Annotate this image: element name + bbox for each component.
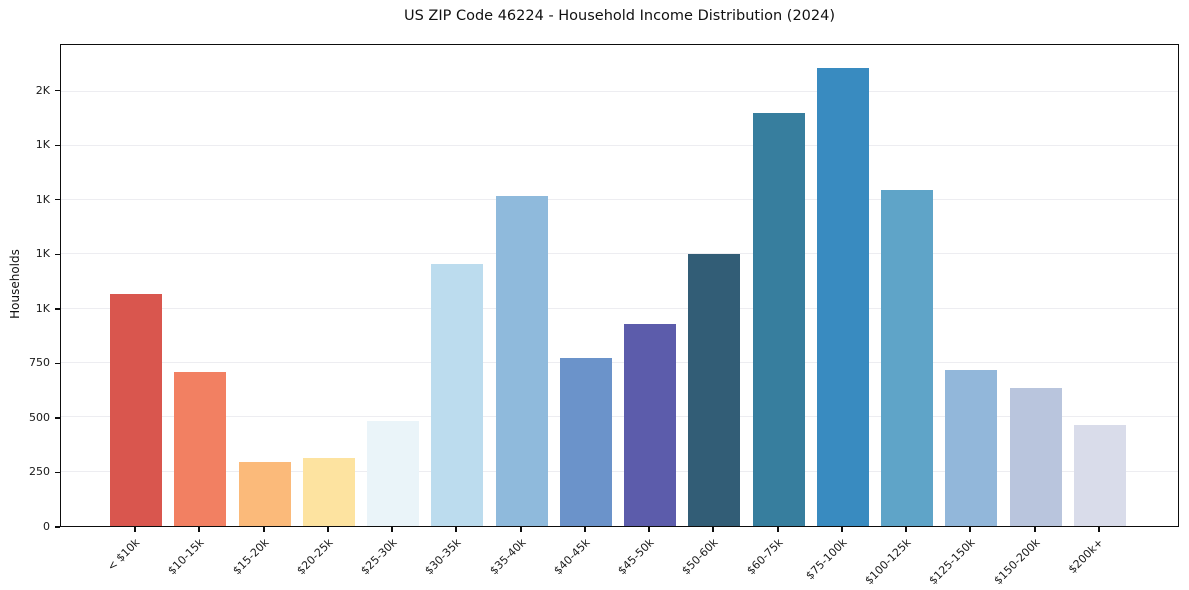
gridline	[61, 90, 1178, 92]
y-tick-label: 500	[29, 410, 50, 424]
x-tick-mark	[1034, 527, 1036, 532]
bar	[1009, 388, 1062, 526]
y-axis-ticks: 0 250 500 750 1K 1K 1K 1K 2K	[0, 44, 60, 533]
bar	[688, 253, 741, 526]
x-axis-labels: < $10k $10-15k $15-20k $20-25k $25-30k $30-35…	[60, 536, 1179, 590]
x-tick-label: $20-25k	[293, 536, 336, 578]
bars-container	[61, 45, 1178, 526]
x-tick-label: $150-200k	[991, 536, 1043, 588]
y-tick-mark	[55, 362, 60, 365]
y-tick-label: 750	[29, 356, 50, 370]
x-tick-label: $75-100k	[802, 536, 850, 583]
x-tick-mark	[327, 527, 329, 532]
x-tick-mark	[455, 527, 457, 532]
y-tick-label: 1K	[35, 301, 50, 315]
x-tick-label: < $10k	[104, 536, 143, 574]
y-tick-label: 2K	[35, 83, 50, 97]
x-tick-mark	[391, 527, 393, 532]
x-tick-label: $50-60k	[678, 536, 721, 578]
bar	[238, 462, 291, 526]
x-tick-mark	[584, 527, 586, 532]
x-tick-mark	[777, 527, 779, 532]
y-tick-mark	[55, 89, 60, 92]
x-tick-label: $100-125k	[862, 536, 914, 588]
x-tick-label: $45-50k	[614, 536, 657, 578]
gridline	[61, 416, 1178, 418]
gridline	[61, 199, 1178, 201]
bar	[945, 370, 998, 526]
bar	[559, 358, 612, 526]
x-tick-mark	[712, 527, 714, 532]
x-tick-mark	[1098, 527, 1100, 532]
x-tick-mark	[841, 527, 843, 532]
bar	[816, 67, 869, 526]
y-tick-label: 1K	[35, 247, 50, 261]
x-tick-label: $25-30k	[357, 536, 400, 578]
y-tick-mark	[55, 471, 60, 474]
x-tick-label: $15-20k	[229, 536, 272, 578]
y-tick-mark	[55, 308, 60, 310]
x-tick-mark	[648, 527, 650, 532]
bar	[367, 420, 420, 526]
gridline	[61, 362, 1178, 364]
gridline	[61, 470, 1178, 472]
bar	[624, 324, 677, 526]
x-tick-label: $35-40k	[486, 536, 529, 578]
x-tick-mark	[969, 527, 971, 532]
gridline	[61, 253, 1178, 255]
bar	[174, 371, 227, 526]
y-tick-label: 1K	[35, 192, 50, 206]
gridline	[61, 144, 1178, 146]
x-tick-mark	[905, 527, 907, 532]
bar	[881, 190, 934, 526]
bar	[495, 195, 548, 526]
x-axis-ticks	[60, 527, 1179, 533]
y-tick-mark	[55, 417, 60, 419]
bar	[1073, 424, 1126, 526]
x-tick-label: $60-75k	[743, 536, 786, 578]
x-tick-label: $200k+	[1066, 536, 1107, 577]
y-tick-label: 250	[29, 465, 50, 479]
x-tick-label: $30-35k	[421, 536, 464, 578]
y-tick-mark	[55, 144, 60, 146]
plot-area	[60, 44, 1179, 527]
x-tick-mark	[134, 527, 136, 532]
x-tick-mark	[520, 527, 522, 532]
gridline	[61, 307, 1178, 309]
x-tick-label: $40-45k	[550, 536, 593, 578]
y-tick-mark	[55, 526, 60, 528]
y-tick-mark	[55, 253, 60, 255]
x-tick-mark	[198, 527, 200, 532]
y-tick-label: 0	[43, 520, 50, 533]
bar	[110, 294, 162, 526]
bar	[431, 264, 484, 526]
x-tick-mark	[263, 527, 265, 532]
chart-title: US ZIP Code 46224 - Household Income Dis…	[403, 8, 836, 24]
y-tick-mark	[55, 199, 60, 201]
x-tick-label: $125-150k	[926, 536, 978, 588]
y-tick-label: 1K	[35, 138, 50, 152]
bar	[752, 112, 805, 526]
bar	[302, 458, 355, 526]
x-tick-label: $10-15k	[164, 536, 207, 578]
